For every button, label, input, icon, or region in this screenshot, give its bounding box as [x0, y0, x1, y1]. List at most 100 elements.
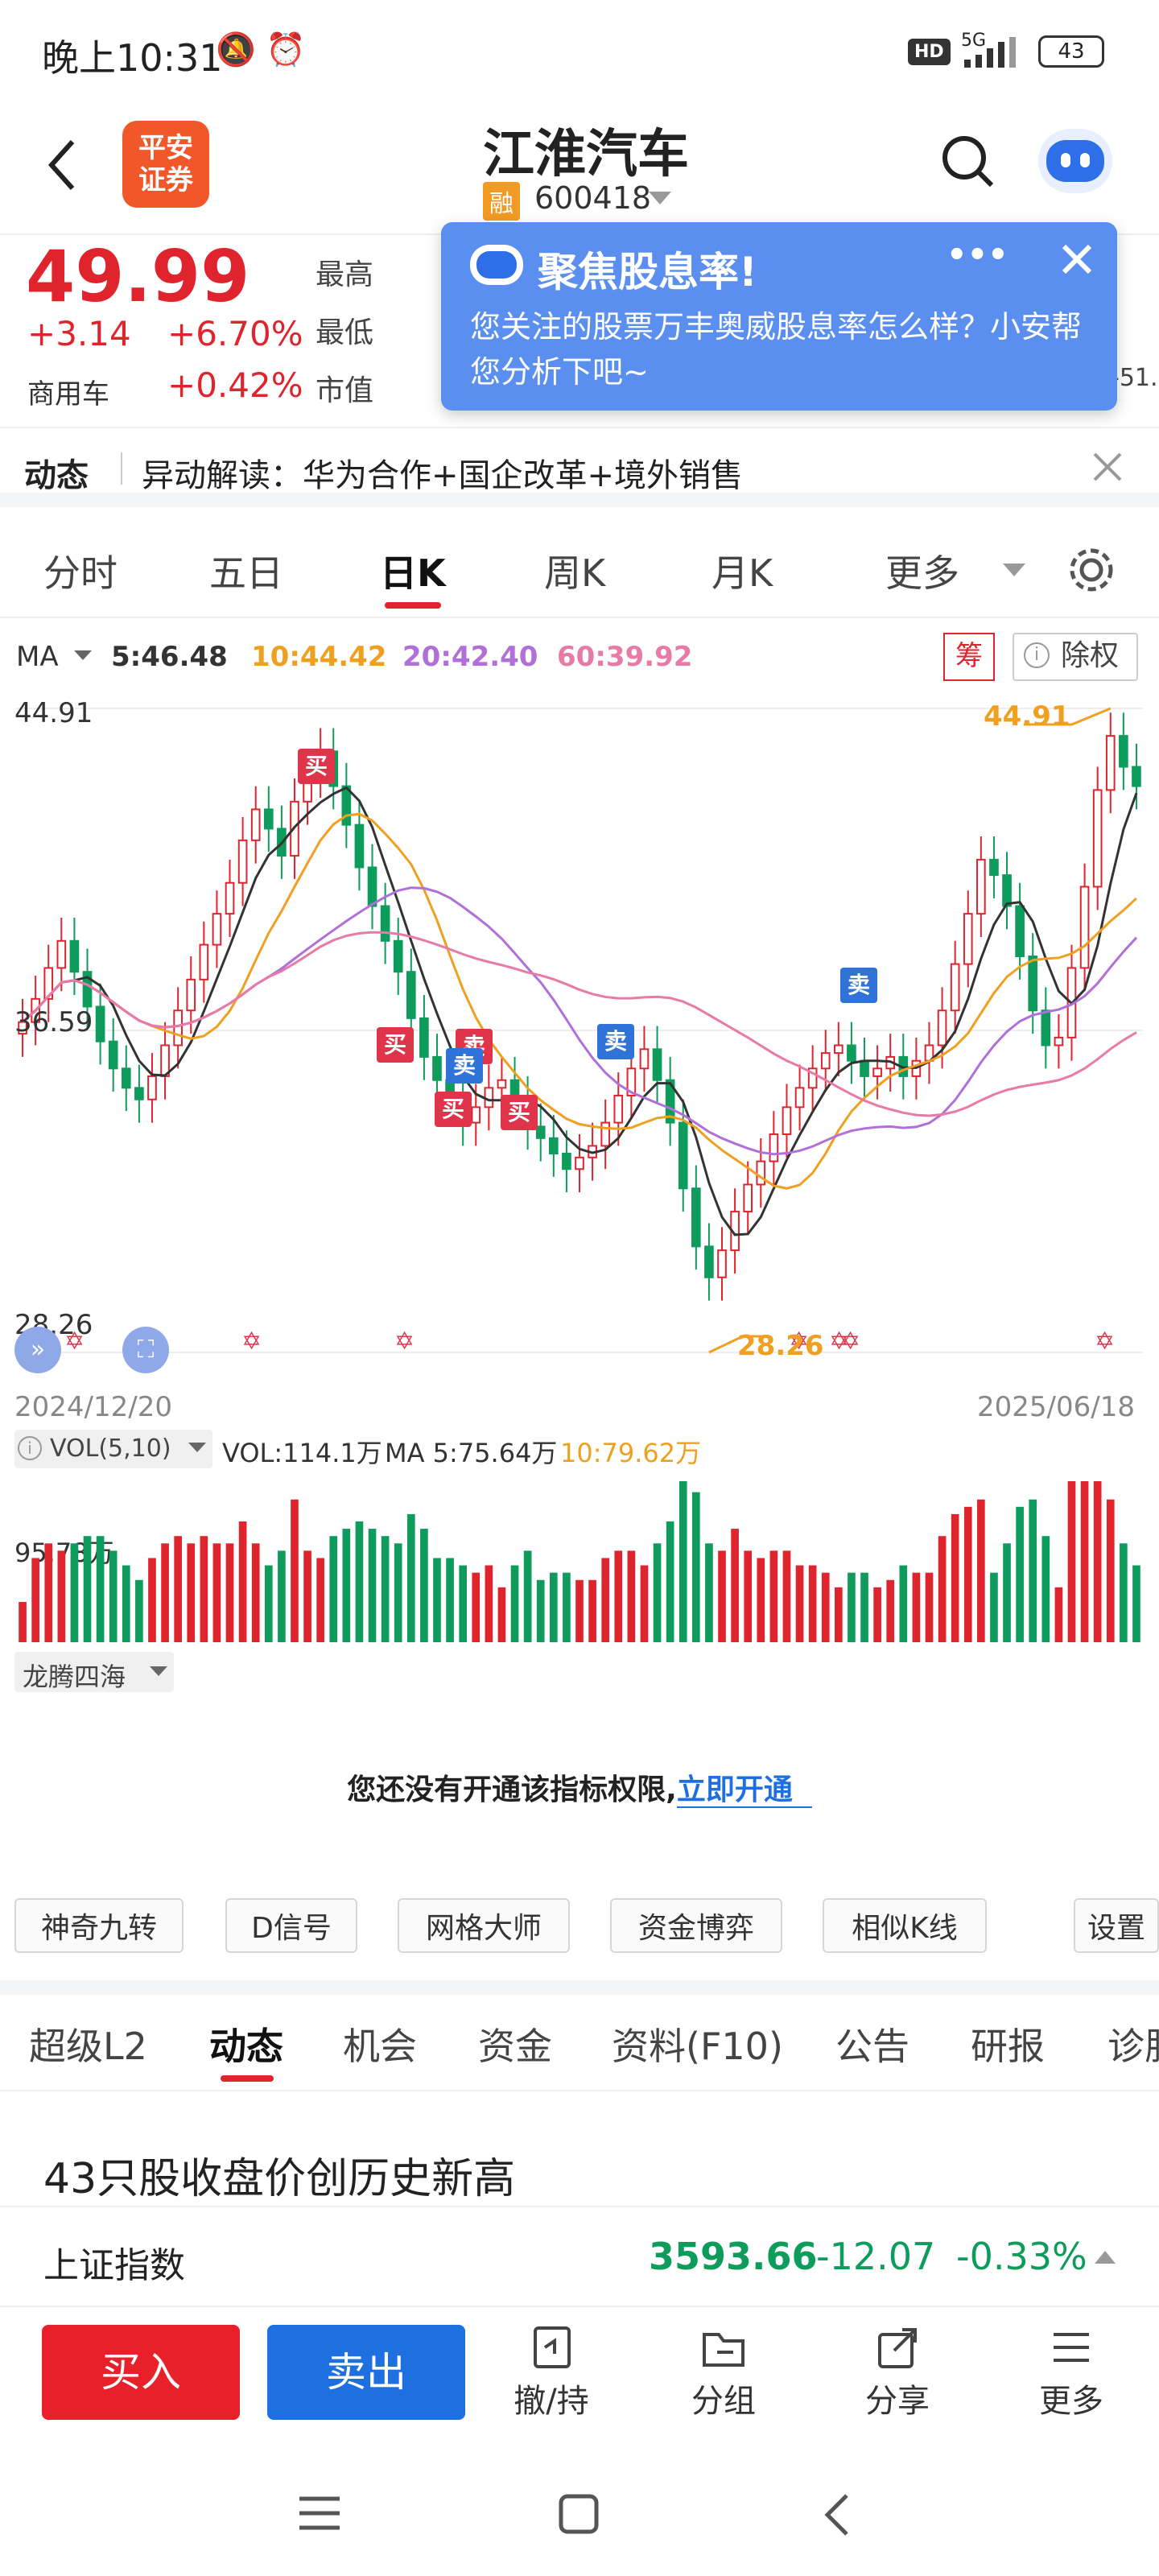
back-icon[interactable] — [45, 137, 77, 193]
min-marker: 28.26 — [737, 1330, 824, 1362]
more-chevron-icon[interactable] — [1003, 564, 1025, 578]
volume-bar — [355, 1521, 364, 1642]
candle-body — [406, 971, 416, 1019]
nav-back-icon[interactable] — [823, 2492, 850, 2537]
index-bar[interactable]: 上证指数 3593.66 -12.07 -0.33% — [0, 2206, 1159, 2307]
chevron-up-icon[interactable] — [1095, 2251, 1116, 2264]
volume-bar — [238, 1521, 247, 1642]
tab-rik[interactable]: 日K — [380, 551, 446, 595]
tab-opportunity[interactable]: 机会 — [343, 2025, 417, 2068]
tab-l2[interactable]: 超级L2 — [29, 2025, 147, 2068]
volume-bar — [57, 1550, 66, 1642]
event-star-icon: ✡ — [840, 1327, 860, 1356]
sell-button[interactable]: 卖出 — [267, 2325, 465, 2420]
tab-fenshi[interactable]: 分时 — [43, 551, 118, 595]
tool-dsignal[interactable]: D信号 — [225, 1898, 357, 1953]
tab-yuek[interactable]: 月K — [711, 551, 773, 595]
tab-f10[interactable]: 资料(F10) — [612, 2025, 783, 2068]
candlestick-chart[interactable]: ✡ ✡ ✡ ✡ ✡✡ ✡ — [0, 684, 1159, 1377]
tab-wuri[interactable]: 五日 — [209, 551, 283, 595]
tab-diagnosis[interactable]: 诊股 — [1107, 2025, 1159, 2068]
index-value: 3593.66 — [649, 2235, 818, 2278]
indicator-chevron-icon[interactable] — [150, 1666, 167, 1678]
group-action[interactable]: 分组 — [671, 2323, 776, 2421]
candle-body — [937, 1009, 947, 1046]
close-news-icon[interactable] — [1091, 451, 1124, 483]
fullscreen-icon[interactable]: ⛶ — [122, 1327, 169, 1373]
tool-fund-game[interactable]: 资金博弈 — [610, 1898, 782, 1953]
tab-news[interactable]: 动态 — [209, 2025, 283, 2068]
more-action[interactable]: 更多 — [1019, 2323, 1124, 2421]
chevron-down-icon[interactable] — [649, 192, 671, 206]
volume-bar — [70, 1543, 79, 1642]
tool-jiuzhuan[interactable]: 神奇九转 — [14, 1898, 184, 1953]
volume-bar — [44, 1543, 53, 1642]
tool-similar-k[interactable]: 相似K线 — [823, 1898, 987, 1953]
volume-bar — [497, 1587, 506, 1642]
volume-bar — [769, 1550, 778, 1642]
volume-bar — [563, 1572, 571, 1642]
volume-bar — [899, 1565, 908, 1642]
candle-body — [717, 1249, 727, 1278]
tool-grid[interactable]: 网格大师 — [398, 1898, 570, 1953]
candle-body — [1092, 789, 1103, 888]
open-permission-link[interactable]: 立即开通 — [676, 1773, 812, 1808]
ma-chevron-icon[interactable] — [74, 650, 92, 662]
tab-fund[interactable]: 资金 — [478, 2025, 552, 2068]
more-dots-icon[interactable]: ••• — [947, 237, 1008, 274]
chip-button[interactable]: 筹 — [943, 633, 995, 681]
buy-signal: 买 — [377, 1027, 414, 1063]
price-change-pct: +6.70% — [167, 314, 303, 353]
indicator-selector[interactable]: 龙腾四海 — [14, 1652, 174, 1692]
close-icon[interactable] — [1059, 242, 1095, 277]
active-info-tab-indicator — [221, 2075, 274, 2082]
volume-bar — [640, 1565, 649, 1642]
tab-research[interactable]: 研报 — [971, 2025, 1045, 2068]
candle-body — [1054, 1036, 1064, 1046]
candle-body — [820, 1052, 831, 1070]
event-star-icon: ✡ — [64, 1327, 85, 1356]
buy-signal: 买 — [501, 1095, 538, 1130]
promo-popup[interactable]: 聚焦股息率! 您关注的股票万丰奥威股息率怎么样？小安帮您分析下吧~ ••• — [441, 222, 1117, 411]
volume-bar — [510, 1565, 519, 1642]
gear-icon[interactable] — [1067, 546, 1116, 594]
logo-text-2: 证券 — [138, 164, 193, 196]
news-headline[interactable]: 43只股收盘价创历史新高 — [43, 2155, 516, 2203]
candle-body — [341, 785, 352, 826]
action-bar: 买入 卖出 撤/持 分组 分享 更多 — [0, 2307, 1159, 2439]
vol-chevron-icon[interactable] — [188, 1443, 206, 1454]
vol-selector[interactable]: i VOL(5,10) — [14, 1430, 212, 1468]
volume-chart[interactable] — [0, 1473, 1159, 1650]
assistant-robot-icon[interactable] — [1038, 129, 1112, 193]
more-label: 更多 — [1039, 2383, 1103, 2420]
news-bar[interactable]: 动态 异动解读：华为合作+国企改革+境外销售 — [0, 427, 1159, 507]
tab-announcement[interactable]: 公告 — [835, 2025, 909, 2068]
date-start: 2024/12/20 — [14, 1391, 172, 1423]
tab-zhouk[interactable]: 周K — [544, 551, 606, 595]
fuquan-button[interactable]: 除权 — [1013, 633, 1138, 681]
volume-bar — [342, 1529, 351, 1642]
tool-settings[interactable]: 设置 — [1074, 1898, 1159, 1953]
nav-menu-icon[interactable] — [299, 2496, 340, 2531]
expand-left-icon[interactable]: » — [14, 1327, 61, 1373]
signal-icon — [964, 37, 1016, 68]
price-change: +3.14 — [27, 314, 131, 353]
share-action[interactable]: 分享 — [845, 2323, 950, 2421]
sell-signal: 卖 — [597, 1024, 634, 1059]
candle-body — [613, 1094, 624, 1124]
cancel-hold-action[interactable]: 撤/持 — [499, 2323, 604, 2421]
tab-more[interactable]: 更多 — [885, 551, 959, 595]
volume-bar — [122, 1565, 130, 1642]
volume-bar — [925, 1572, 934, 1642]
sector-name[interactable]: 商用车 — [27, 378, 109, 411]
ma-label[interactable]: MA — [16, 641, 59, 673]
candle-body — [225, 881, 235, 915]
search-icon[interactable] — [940, 134, 996, 190]
sell-signal: 卖 — [840, 968, 877, 1003]
group-label: 分组 — [691, 2383, 756, 2420]
buy-button[interactable]: 买入 — [42, 2325, 240, 2420]
candle-body — [535, 1125, 546, 1139]
volume-bar — [549, 1572, 558, 1642]
candle-body — [1041, 1009, 1051, 1046]
nav-home-icon[interactable] — [559, 2494, 599, 2534]
